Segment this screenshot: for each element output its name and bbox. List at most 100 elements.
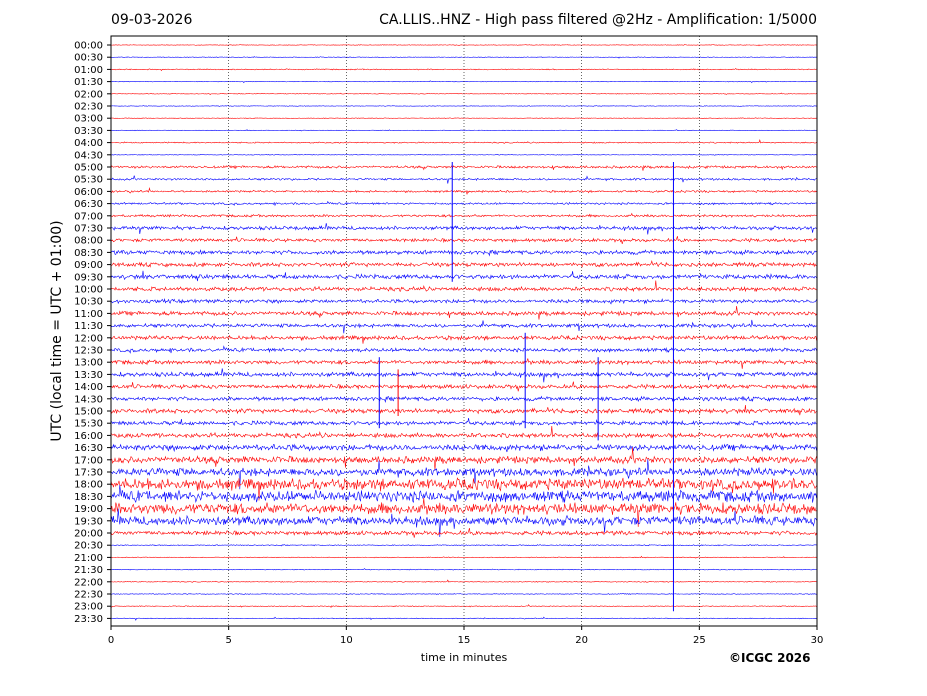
y-tick-label-2200: 22:00 bbox=[74, 577, 103, 588]
trace-row-0600 bbox=[110, 187, 817, 195]
trace-row-0400 bbox=[110, 139, 817, 144]
x-axis-label: time in minutes bbox=[420, 651, 508, 664]
trace-layer bbox=[110, 44, 817, 621]
y-tick-label-2300: 23:00 bbox=[74, 602, 103, 613]
trace-row-2230 bbox=[110, 593, 817, 595]
trace-row-1200 bbox=[110, 334, 817, 344]
trace-row-1430 bbox=[110, 395, 817, 403]
y-tick-label-1800: 18:00 bbox=[74, 480, 103, 491]
trace-row-1300 bbox=[110, 358, 817, 369]
trace-row-0500 bbox=[110, 164, 817, 171]
trace-row-2000 bbox=[110, 527, 817, 538]
x-tick-label-20: 20 bbox=[575, 635, 588, 646]
date-label: 09-03-2026 bbox=[111, 12, 193, 28]
y-tick-label-1700: 17:00 bbox=[74, 455, 103, 466]
y-tick-label-1000: 10:00 bbox=[74, 285, 103, 296]
y-tick-label-1200: 12:00 bbox=[74, 333, 103, 344]
trace-row-1500 bbox=[110, 404, 817, 416]
y-tick-label-0330: 03:30 bbox=[74, 126, 103, 137]
y-tick-label-1400: 14:00 bbox=[74, 382, 103, 393]
trace-row-1730 bbox=[110, 459, 817, 490]
y-tick-label-0430: 04:30 bbox=[74, 150, 103, 161]
y-axis-label: UTC (local time = UTC + 01:00) bbox=[49, 220, 65, 442]
y-tick-label-1600: 16:00 bbox=[74, 431, 103, 442]
trace-row-1030 bbox=[110, 297, 817, 305]
trace-row-0030 bbox=[110, 56, 817, 59]
x-tick-label-25: 25 bbox=[693, 635, 706, 646]
y-tick-label-0700: 07:00 bbox=[74, 211, 103, 222]
y-tick-label-0400: 04:00 bbox=[74, 138, 103, 149]
y-tick-label-0130: 01:30 bbox=[74, 77, 103, 88]
trace-row-1130 bbox=[110, 319, 817, 334]
trace-row-2200 bbox=[110, 579, 817, 583]
y-tick-label-1330: 13:30 bbox=[74, 370, 103, 381]
y-tick-label-1530: 15:30 bbox=[74, 419, 103, 430]
y-tick-label-1100: 11:00 bbox=[74, 309, 103, 320]
trace-row-0800 bbox=[110, 236, 817, 245]
trace-row-0900 bbox=[110, 259, 817, 268]
trace-row-1600 bbox=[110, 426, 817, 439]
trace-row-1800 bbox=[110, 477, 817, 501]
trace-row-0930 bbox=[110, 270, 817, 282]
y-tick-label-1030: 10:30 bbox=[74, 297, 103, 308]
y-tick-label-0500: 05:00 bbox=[74, 163, 103, 174]
trace-row-1700 bbox=[110, 447, 817, 471]
trace-row-2030 bbox=[110, 544, 817, 547]
y-tick-label-0530: 05:30 bbox=[74, 175, 103, 186]
chart-title: CA.LLIS..HNZ - High pass filtered @2Hz -… bbox=[379, 12, 817, 28]
y-tick-label-1430: 14:30 bbox=[74, 394, 103, 405]
y-tick-label-2030: 20:30 bbox=[74, 541, 103, 552]
y-tick-label-2230: 22:30 bbox=[74, 590, 103, 601]
trace-row-0630 bbox=[110, 200, 817, 207]
trace-row-2100 bbox=[110, 555, 817, 559]
y-tick-label-0000: 00:00 bbox=[74, 41, 103, 52]
trace-row-1000 bbox=[110, 280, 817, 293]
x-tick-label-0: 0 bbox=[108, 635, 114, 646]
y-tick-label-0100: 01:00 bbox=[74, 65, 103, 76]
y-tick-label-2100: 21:00 bbox=[74, 553, 103, 564]
y-tick-label-1730: 17:30 bbox=[74, 468, 103, 479]
trace-row-0200 bbox=[110, 92, 817, 95]
y-tick-label-1300: 13:00 bbox=[74, 358, 103, 369]
trace-row-0300 bbox=[110, 117, 817, 119]
y-tick-label-0200: 02:00 bbox=[74, 89, 103, 100]
y-tick-label-0630: 06:30 bbox=[74, 199, 103, 210]
y-tick-label-1900: 19:00 bbox=[74, 504, 103, 515]
y-tick-label-1930: 19:30 bbox=[74, 516, 103, 527]
x-tick-label-15: 15 bbox=[458, 635, 471, 646]
trace-row-1530 bbox=[110, 418, 817, 427]
y-tick-label-1830: 18:30 bbox=[74, 492, 103, 503]
y-tick-label-0930: 09:30 bbox=[74, 272, 103, 283]
x-tick-label-10: 10 bbox=[340, 635, 353, 646]
grid-layer bbox=[228, 36, 700, 626]
trace-row-0130 bbox=[110, 80, 817, 84]
y-tick-label-0900: 09:00 bbox=[74, 260, 103, 271]
y-tick-label-1230: 12:30 bbox=[74, 346, 103, 357]
y-tick-label-2330: 23:30 bbox=[74, 614, 103, 625]
trace-row-1330 bbox=[110, 368, 817, 383]
x-tick-label-30: 30 bbox=[811, 635, 824, 646]
y-tick-label-0830: 08:30 bbox=[74, 248, 103, 259]
y-tick-label-1130: 11:30 bbox=[74, 321, 103, 332]
trace-row-2130 bbox=[110, 568, 817, 571]
trace-row-1230 bbox=[110, 345, 817, 354]
y-tick-label-1630: 16:30 bbox=[74, 443, 103, 454]
trace-row-1830 bbox=[110, 485, 817, 504]
y-tick-label-0600: 06:00 bbox=[74, 187, 103, 198]
trace-row-0230 bbox=[110, 105, 817, 107]
trace-row-1630 bbox=[110, 443, 817, 453]
trace-row-0530 bbox=[110, 175, 817, 184]
trace-row-0430 bbox=[110, 154, 817, 156]
y-tick-label-0730: 07:30 bbox=[74, 224, 103, 235]
trace-row-1930 bbox=[110, 508, 817, 537]
y-tick-label-2130: 21:30 bbox=[74, 565, 103, 576]
trace-row-0730 bbox=[110, 223, 817, 235]
copyright-label: ©ICGC 2026 bbox=[729, 651, 811, 665]
x-tick-label-5: 5 bbox=[225, 635, 231, 646]
x-axis: 0 5 10 15 20 25 30 bbox=[108, 626, 824, 646]
y-tick-label-2000: 20:00 bbox=[74, 529, 103, 540]
y-tick-label-0800: 08:00 bbox=[74, 236, 103, 247]
trace-row-0830 bbox=[110, 249, 817, 257]
y-tick-label-0030: 00:30 bbox=[74, 53, 103, 64]
